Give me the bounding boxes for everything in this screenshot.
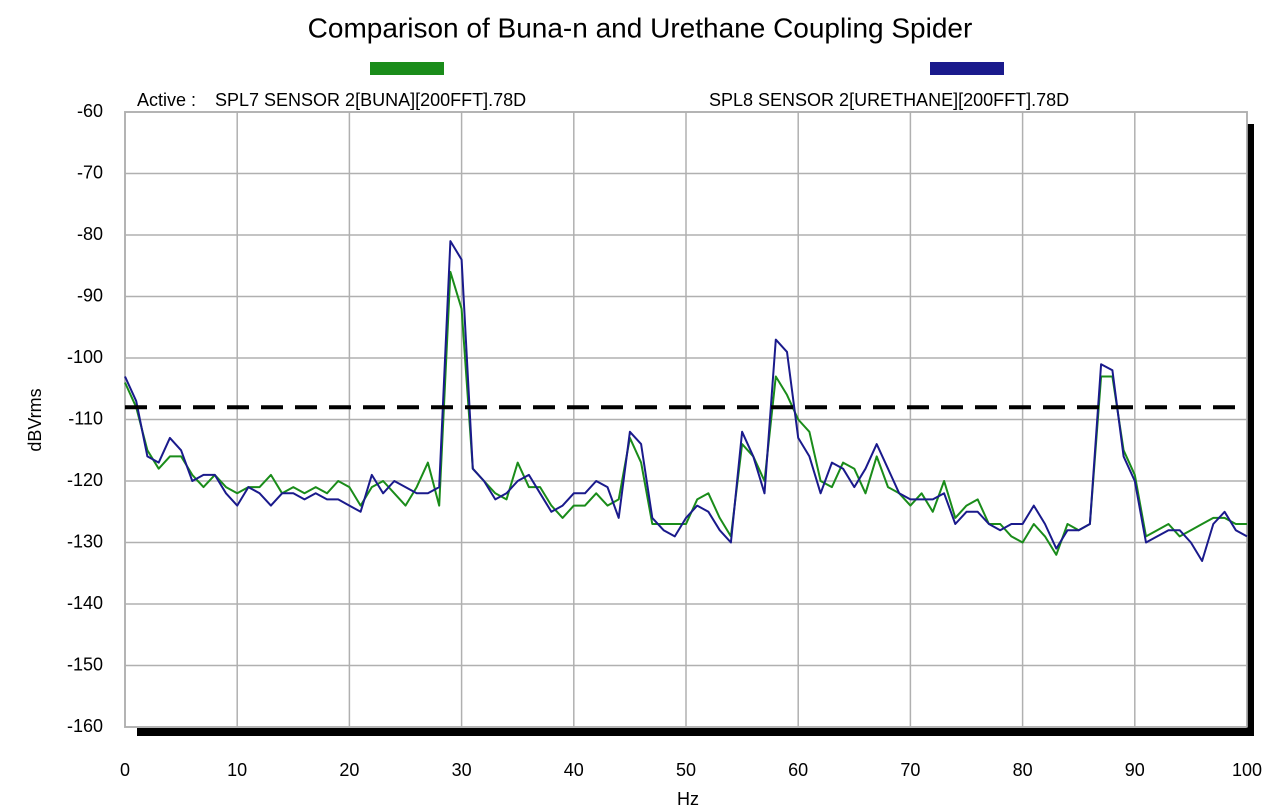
y-tick-label: -160: [67, 716, 103, 736]
chart-title: Comparison of Buna-n and Urethane Coupli…: [308, 12, 973, 43]
legend-swatch: [930, 62, 1004, 75]
series-line: [124, 240, 1248, 562]
y-tick-label: -110: [68, 408, 103, 428]
y-tick-label: -150: [67, 654, 103, 674]
x-axis-label: Hz: [677, 789, 699, 808]
legend-title: Active :: [137, 90, 196, 110]
legend-swatch: [370, 62, 444, 75]
y-tick-label: -120: [67, 470, 103, 490]
y-tick-label: -70: [77, 162, 103, 182]
x-tick-label: 80: [1013, 760, 1033, 780]
legend-label: SPL8 SENSOR 2[URETHANE][200FFT].78D: [709, 90, 1069, 110]
y-tick-label: -100: [67, 347, 103, 367]
y-tick-label: -130: [67, 531, 103, 551]
x-tick-label: 10: [227, 760, 247, 780]
y-tick-label: -90: [77, 285, 103, 305]
x-tick-label: 60: [788, 760, 808, 780]
x-tick-label: 30: [452, 760, 472, 780]
x-tick-label: 40: [564, 760, 584, 780]
x-tick-label: 50: [676, 760, 696, 780]
x-tick-label: 100: [1232, 760, 1262, 780]
series-line: [124, 270, 1247, 556]
y-tick-label: -140: [67, 593, 103, 613]
x-tick-label: 0: [120, 760, 130, 780]
y-tick-label: -80: [77, 224, 103, 244]
x-tick-label: 20: [339, 760, 359, 780]
legend-label: SPL7 SENSOR 2[BUNA][200FFT].78D: [215, 90, 526, 110]
x-tick-label: 70: [900, 760, 920, 780]
x-tick-label: 90: [1125, 760, 1145, 780]
frame-shadow: [1246, 124, 1254, 736]
y-axis-label: dBVrms: [25, 388, 45, 451]
y-tick-label: -60: [77, 101, 103, 121]
frame-shadow: [137, 728, 1254, 736]
